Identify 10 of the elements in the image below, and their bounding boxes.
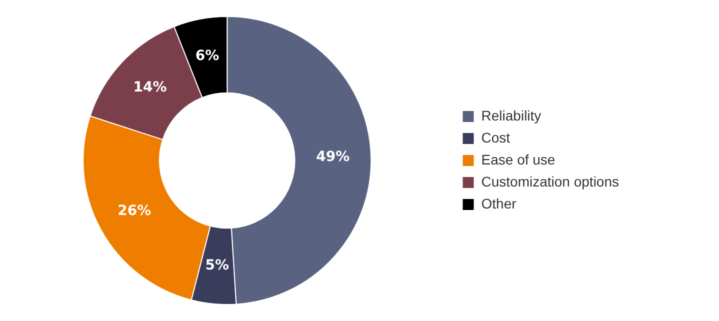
legend-label: Customization options: [481, 173, 620, 190]
legend-label: Other: [481, 195, 517, 212]
legend-label: Cost: [481, 129, 510, 146]
data-label: 26%: [118, 203, 152, 220]
data-label: 14%: [133, 80, 167, 96]
data-label: 6%: [195, 48, 220, 64]
legend-label: Ease of use: [481, 151, 556, 168]
data-label: 49%: [316, 148, 350, 165]
data-label: 5%: [205, 258, 230, 274]
legend-label: Reliability: [481, 107, 542, 124]
